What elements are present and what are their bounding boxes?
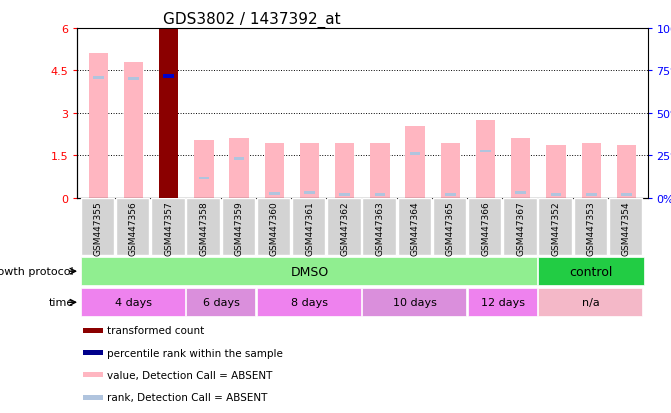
FancyBboxPatch shape [257, 199, 290, 256]
Text: control: control [570, 265, 613, 278]
Bar [269, 192, 280, 195]
Bar [551, 193, 562, 196]
FancyBboxPatch shape [81, 289, 185, 316]
Text: transformed count: transformed count [107, 325, 204, 335]
Text: growth protocol: growth protocol [0, 266, 74, 277]
Bar [511, 139, 531, 198]
FancyBboxPatch shape [468, 199, 501, 256]
FancyBboxPatch shape [609, 199, 642, 256]
FancyBboxPatch shape [187, 289, 255, 316]
Text: 10 days: 10 days [393, 297, 437, 308]
Bar [93, 77, 103, 80]
Text: value, Detection Call = ABSENT: value, Detection Call = ABSENT [107, 370, 272, 380]
Text: GSM447352: GSM447352 [552, 201, 560, 256]
Bar [128, 78, 139, 81]
Bar [234, 158, 244, 161]
Text: GSM447365: GSM447365 [446, 201, 455, 256]
Bar [159, 30, 178, 198]
FancyBboxPatch shape [362, 289, 466, 316]
FancyBboxPatch shape [468, 289, 537, 316]
Bar [340, 193, 350, 196]
Bar [621, 193, 631, 196]
Bar [83, 373, 103, 377]
Bar [264, 143, 284, 198]
Bar [476, 121, 495, 198]
Bar [445, 193, 456, 196]
Text: GSM447358: GSM447358 [199, 201, 209, 256]
Bar [229, 139, 249, 198]
Text: GSM447360: GSM447360 [270, 201, 279, 256]
Bar [304, 192, 315, 195]
FancyBboxPatch shape [151, 199, 185, 256]
Text: GSM447354: GSM447354 [622, 201, 631, 256]
Bar [335, 144, 354, 198]
Bar [83, 395, 103, 400]
Text: GDS3802 / 1437392_at: GDS3802 / 1437392_at [162, 12, 340, 28]
Text: GSM447363: GSM447363 [376, 201, 384, 256]
FancyBboxPatch shape [292, 199, 325, 256]
Bar [194, 140, 213, 198]
Text: GSM447362: GSM447362 [340, 201, 349, 256]
Bar [546, 145, 566, 198]
FancyBboxPatch shape [538, 289, 642, 316]
FancyBboxPatch shape [81, 199, 114, 256]
Text: n/a: n/a [582, 297, 600, 308]
Bar [582, 144, 601, 198]
FancyBboxPatch shape [574, 199, 607, 256]
FancyBboxPatch shape [116, 199, 150, 256]
FancyBboxPatch shape [362, 199, 396, 256]
Text: GSM447367: GSM447367 [516, 201, 525, 256]
Bar [89, 54, 108, 198]
Bar [83, 350, 103, 355]
Text: time: time [48, 297, 74, 308]
Text: GSM447359: GSM447359 [235, 201, 244, 256]
Text: 8 days: 8 days [291, 297, 328, 308]
Bar [83, 328, 103, 333]
Text: GSM447353: GSM447353 [586, 201, 596, 256]
Bar [300, 143, 319, 198]
Text: percentile rank within the sample: percentile rank within the sample [107, 348, 282, 358]
Text: 12 days: 12 days [481, 297, 525, 308]
FancyBboxPatch shape [187, 199, 220, 256]
Bar [480, 150, 491, 153]
Text: GSM447356: GSM447356 [129, 201, 138, 256]
Bar [199, 177, 209, 180]
FancyBboxPatch shape [81, 258, 537, 285]
Text: GSM447361: GSM447361 [305, 201, 314, 256]
Text: 6 days: 6 days [203, 297, 240, 308]
Bar [410, 153, 421, 156]
Text: DMSO: DMSO [291, 265, 329, 278]
Bar [163, 75, 174, 78]
Text: rank, Detection Call = ABSENT: rank, Detection Call = ABSENT [107, 392, 267, 402]
FancyBboxPatch shape [538, 258, 644, 285]
FancyBboxPatch shape [503, 199, 537, 256]
Bar [374, 193, 385, 196]
Text: 4 days: 4 days [115, 297, 152, 308]
Text: GSM447366: GSM447366 [481, 201, 490, 256]
FancyBboxPatch shape [397, 199, 431, 256]
Bar [370, 143, 390, 198]
Text: GSM447357: GSM447357 [164, 201, 173, 256]
FancyBboxPatch shape [257, 289, 360, 316]
Bar [586, 193, 597, 196]
FancyBboxPatch shape [221, 199, 255, 256]
FancyBboxPatch shape [327, 199, 360, 256]
Bar [617, 145, 636, 198]
Text: GSM447355: GSM447355 [94, 201, 103, 256]
FancyBboxPatch shape [433, 199, 466, 256]
Bar [405, 126, 425, 198]
Bar [515, 192, 526, 195]
Bar [441, 144, 460, 198]
FancyBboxPatch shape [538, 199, 572, 256]
Text: GSM447364: GSM447364 [411, 201, 419, 256]
Bar [124, 63, 143, 198]
